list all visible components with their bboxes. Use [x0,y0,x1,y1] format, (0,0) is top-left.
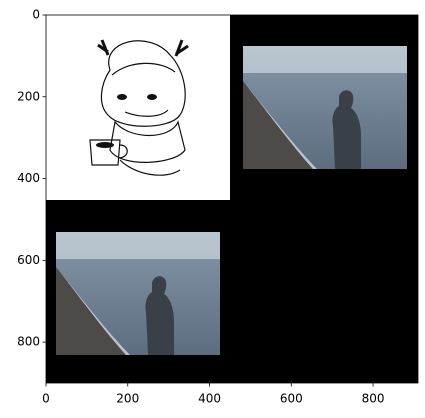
photo [243,46,407,169]
x-tick-label: 400 [198,392,221,406]
axes-frame [45,14,419,384]
y-tick-label: 0 [32,8,40,22]
sketch-panel [46,15,230,200]
y-tick-label: 200 [17,89,40,103]
x-tick-label: 800 [362,392,385,406]
x-tick-label: 200 [116,392,139,406]
y-tick-label: 600 [17,253,40,267]
photo [56,232,220,355]
y-tick-label: 800 [17,335,40,349]
y-tick-label: 400 [17,171,40,185]
x-tick-label: 0 [42,392,50,406]
x-tick-label: 600 [280,392,303,406]
